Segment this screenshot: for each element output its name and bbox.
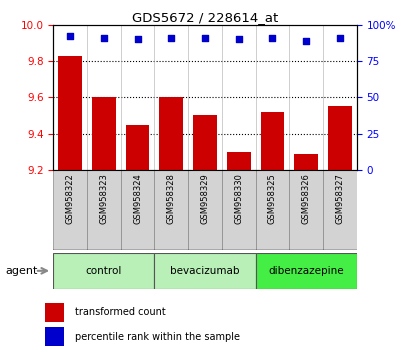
Text: GSM958326: GSM958326	[301, 173, 310, 224]
Text: GSM958323: GSM958323	[99, 173, 108, 224]
Bar	[226, 152, 250, 170]
Text: GSM958328: GSM958328	[166, 173, 175, 224]
Text: GSM958325: GSM958325	[267, 173, 276, 224]
Text: GSM958329: GSM958329	[200, 173, 209, 224]
Bar	[221, 170, 255, 250]
Bar	[188, 170, 221, 250]
Text: percentile rank within the sample: percentile rank within the sample	[75, 332, 240, 342]
Bar	[159, 97, 183, 170]
Bar	[322, 170, 356, 250]
Bar	[126, 125, 149, 170]
Bar	[289, 170, 322, 250]
Text: bevacizumab: bevacizumab	[170, 266, 239, 276]
Bar	[154, 170, 188, 250]
Bar	[58, 56, 82, 170]
Bar	[193, 115, 216, 170]
Point	[168, 35, 174, 41]
Bar	[294, 154, 317, 170]
Bar	[53, 253, 154, 289]
Text: agent: agent	[6, 266, 38, 276]
Title: GDS5672 / 228614_at: GDS5672 / 228614_at	[132, 11, 277, 24]
Bar	[87, 170, 120, 250]
Bar	[327, 107, 351, 170]
Bar	[45, 303, 64, 322]
Point	[336, 35, 342, 41]
Bar	[154, 253, 255, 289]
Bar	[255, 253, 356, 289]
Text: GSM958324: GSM958324	[133, 173, 142, 224]
Bar	[53, 170, 87, 250]
Bar	[45, 327, 64, 346]
Point	[268, 35, 275, 41]
Point	[134, 36, 141, 42]
Point	[201, 35, 208, 41]
Text: control: control	[85, 266, 122, 276]
Bar	[92, 97, 115, 170]
Point	[67, 34, 73, 39]
Text: transformed count: transformed count	[75, 308, 166, 318]
Text: GSM958327: GSM958327	[335, 173, 344, 224]
Point	[235, 36, 241, 42]
Point	[100, 35, 107, 41]
Bar	[255, 170, 289, 250]
Text: GSM958322: GSM958322	[65, 173, 74, 224]
Text: GSM958330: GSM958330	[234, 173, 243, 224]
Bar	[260, 112, 283, 170]
Bar	[120, 170, 154, 250]
Point	[302, 38, 309, 44]
Text: dibenzazepine: dibenzazepine	[267, 266, 343, 276]
